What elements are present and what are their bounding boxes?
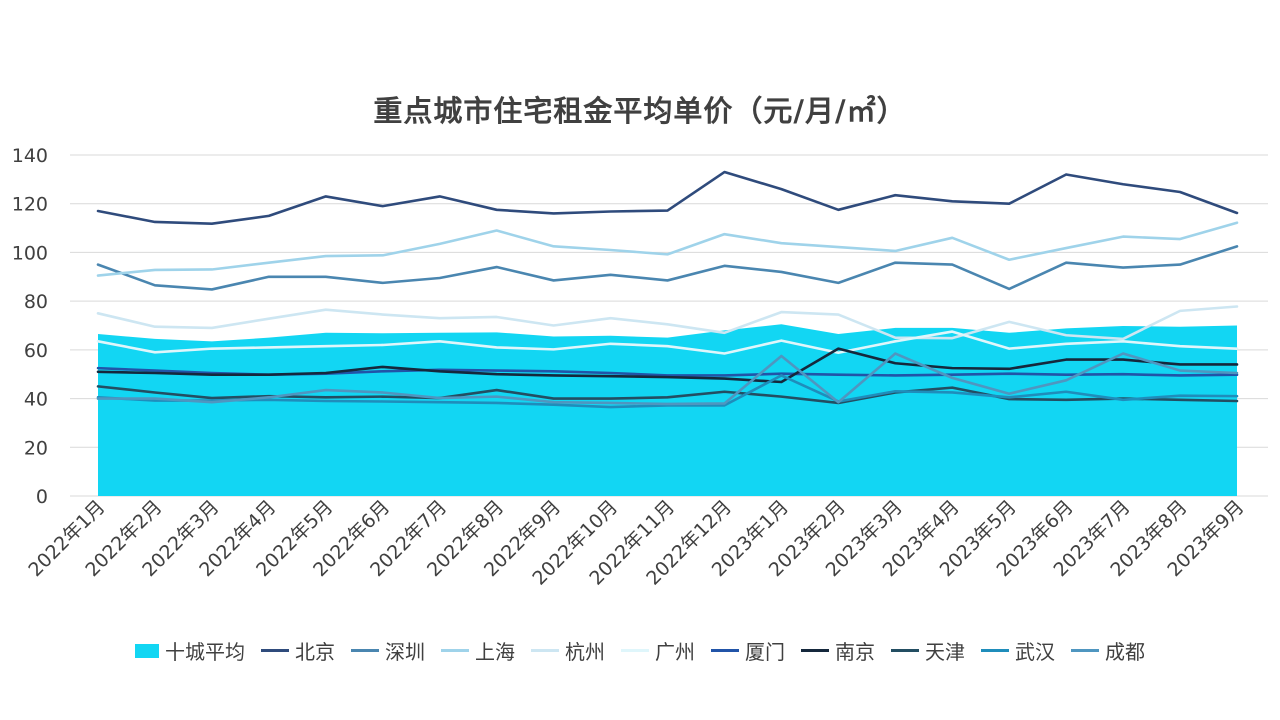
legend-label: 十城平均 [165,640,245,664]
legend-label: 深圳 [385,640,425,664]
legend-label: 广州 [655,640,695,664]
legend-item: 南京 [801,636,875,665]
legend-label: 北京 [295,640,335,664]
line-series-深圳 [96,245,1239,291]
line-series-杭州 [96,305,1239,341]
legend-label: 武汉 [1015,640,1055,664]
legend-swatch [1071,649,1099,652]
y-tick-label: 140 [12,145,48,167]
line-series-北京 [96,170,1239,225]
y-tick-label: 120 [12,194,48,216]
chart-title: 重点城市住宅租金平均单价（元/月/㎡） [373,94,907,128]
legend-swatch [135,643,159,658]
legend-swatch [621,649,649,652]
legend-label: 上海 [475,640,515,664]
y-tick-label: 40 [24,389,48,411]
legend-label: 杭州 [565,640,605,664]
y-tick-label: 60 [24,340,48,362]
legend-swatch [441,649,469,652]
y-tick-label: 100 [12,242,48,264]
line-series-成都 [96,352,1239,406]
line-series-武汉 [96,374,1239,409]
legend-label: 厦门 [745,640,785,664]
legend-item: 深圳 [351,636,425,665]
legend-item: 天津 [891,636,965,665]
legend-item: 成都 [1071,636,1145,665]
legend-label: 成都 [1105,640,1145,664]
y-tick-label: 0 [36,486,48,508]
legend-item: 上海 [441,636,515,665]
legend-swatch [261,649,289,652]
y-axis-ticks: 0 20 40 60 80 100 120 140 [12,145,48,508]
legend-item: 武汉 [981,636,1055,665]
legend-swatch [981,649,1009,652]
line-series-天津 [96,385,1239,405]
legend-swatch [711,649,739,652]
legend-item: 广州 [621,636,695,665]
x-axis-ticks: 2022年1月2022年2月2022年3月2022年4月2022年5月2022年… [24,496,1248,590]
legend-item: 北京 [261,636,335,665]
line-series-layer [96,170,1239,409]
legend-item: 厦门 [711,636,785,665]
line-series-南京 [96,347,1239,384]
line-series-广州 [96,330,1239,355]
y-tick-label: 20 [24,437,48,459]
legend-label: 南京 [835,640,875,664]
y-tick-label: 80 [24,291,48,313]
area-series-十城平均 [98,324,1237,496]
legend-swatch [351,649,379,652]
area-series-layer [98,324,1237,496]
legend: 十城平均 北京 深圳 上海 杭州 广州 厦门 南京 天津 武汉 成都 [0,636,1280,665]
legend-swatch [801,649,829,652]
legend-swatch [891,649,919,652]
legend-item: 十城平均 [135,636,245,665]
line-series-上海 [96,221,1239,277]
legend-item: 杭州 [531,636,605,665]
legend-label: 天津 [925,640,965,664]
legend-swatch [531,649,559,652]
